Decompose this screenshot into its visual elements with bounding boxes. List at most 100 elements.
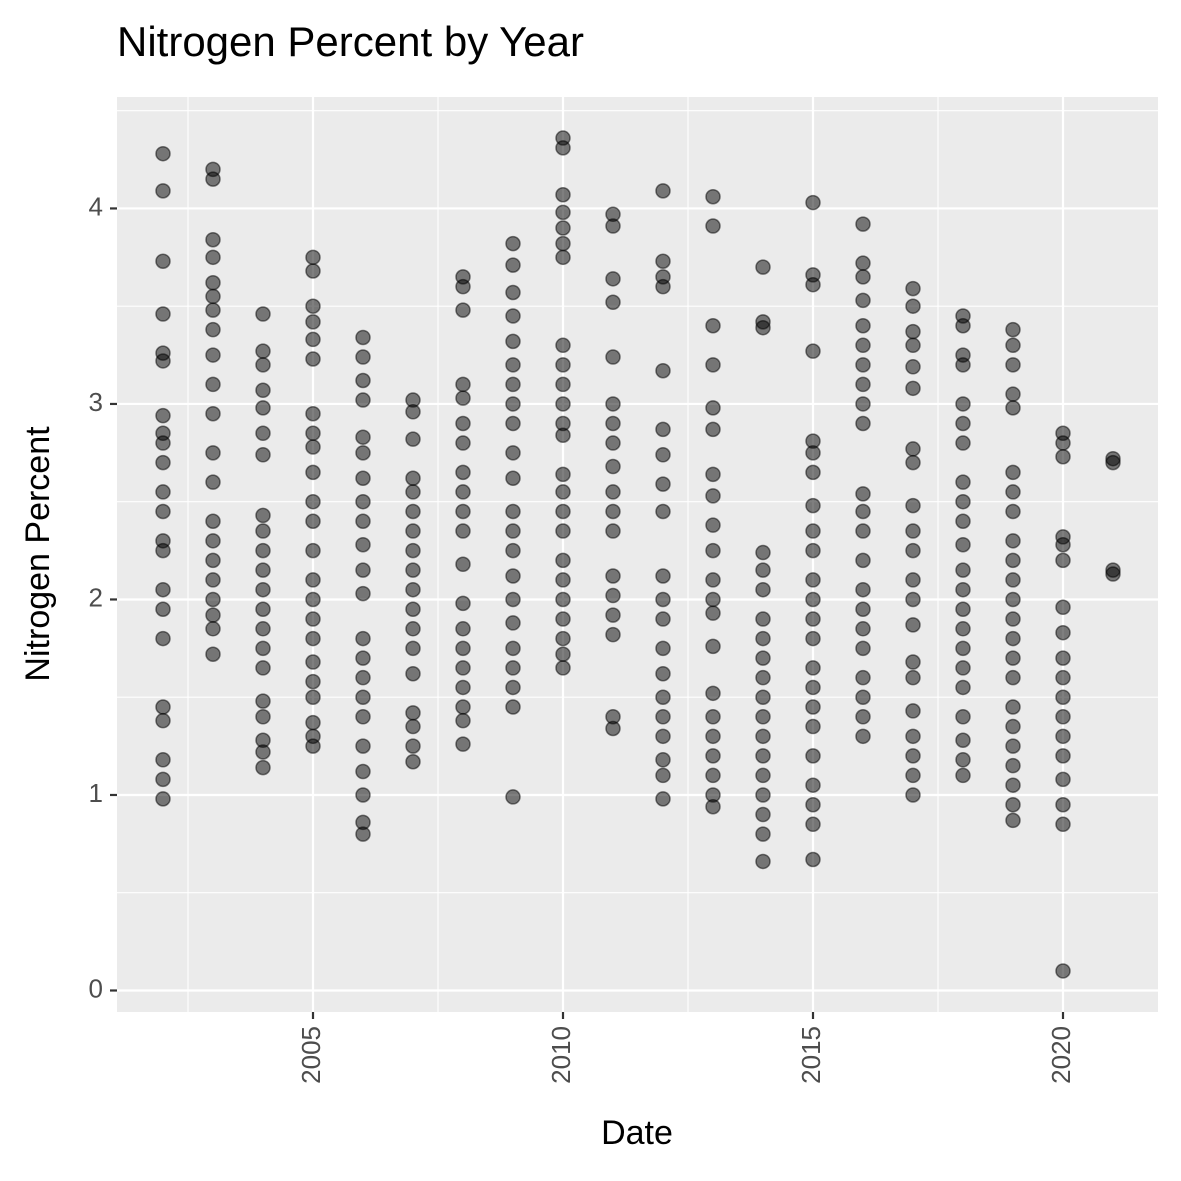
point [805,572,821,588]
point [555,376,571,393]
point [955,752,971,768]
point [705,188,721,205]
point [505,396,521,412]
point [955,415,971,432]
point [505,503,521,520]
point [405,404,421,420]
point [355,669,371,686]
point [855,728,871,745]
point [605,415,621,432]
point [505,470,521,486]
point [655,183,671,199]
point [855,255,871,271]
point [905,359,921,375]
point [155,771,171,788]
point [1055,748,1071,764]
point [705,466,721,483]
point [655,476,671,492]
point [555,660,571,676]
point [305,298,321,314]
point [1055,599,1071,616]
point [205,274,221,291]
point [305,611,321,627]
point [455,736,471,752]
point [805,523,821,539]
point [505,415,521,432]
point [305,263,321,279]
point [305,249,321,266]
point [555,503,571,520]
point [405,601,421,617]
point [255,357,271,373]
point [155,752,171,768]
point [255,542,271,559]
point [855,357,871,373]
point [955,767,971,784]
point [605,218,621,234]
point [305,351,321,367]
point [755,826,771,842]
point [605,435,621,451]
point [855,640,871,657]
point [905,572,921,588]
point [955,601,971,617]
point [655,278,671,295]
point [805,343,821,359]
point [355,689,371,705]
point [705,572,721,588]
point [1005,777,1021,793]
point [355,445,371,461]
point [455,484,471,500]
point [855,396,871,412]
point [855,486,871,502]
point [205,552,221,569]
point [205,288,221,305]
point [655,666,671,682]
point [1055,963,1071,979]
point [455,523,471,539]
point [905,728,921,745]
point [255,744,271,760]
point [705,685,721,702]
point [705,728,721,745]
point [405,621,421,637]
point [1005,552,1021,569]
point [205,591,221,608]
point [505,333,521,350]
point [355,787,371,803]
point [955,318,971,334]
y-axis-label: Nitrogen Percent [19,426,57,682]
point [455,621,471,637]
point [305,673,321,690]
point [455,302,471,318]
y-tick-label: 4 [89,191,103,221]
point [405,640,421,657]
point [405,503,421,520]
point [905,380,921,397]
point [605,523,621,539]
point [1055,552,1071,569]
point [1105,566,1121,582]
point [755,611,771,627]
point [205,302,221,318]
point [905,591,921,608]
point [655,791,671,807]
point [855,523,871,539]
point [255,306,271,322]
point [605,349,621,365]
point [205,171,221,187]
point [1055,448,1071,465]
x-tick-label: 2015 [796,1026,826,1084]
y-tick-label: 0 [89,973,103,1003]
point [355,709,371,725]
point [755,748,771,764]
point [905,337,921,354]
point [155,712,171,729]
point [455,699,471,715]
point [505,679,521,696]
point [805,777,821,793]
y-tick-label: 1 [89,778,103,808]
point [355,392,371,408]
point [655,447,671,463]
